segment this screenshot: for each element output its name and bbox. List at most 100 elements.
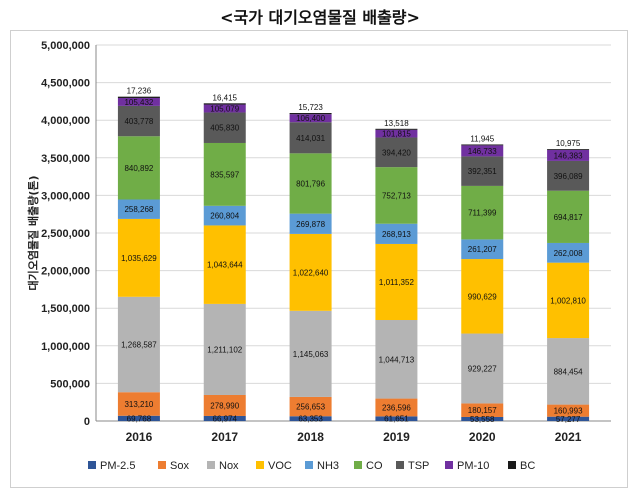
data-label: 990,629 [468,292,497,301]
data-label: 801,796 [296,179,325,188]
x-tick-label: 2020 [469,430,496,444]
bar-pm10-2019 [375,129,418,138]
data-label: 394,420 [382,148,411,157]
data-label: 258,268 [124,205,153,214]
bar-nox-2021 [547,338,590,405]
legend-swatch [158,461,166,469]
bar-tsp-2017 [203,112,246,143]
y-tick-label: 3,500,000 [41,153,90,165]
y-axis: 0 500,000 1,000,000 1,500,000 2,000,000 2,500… [41,40,97,428]
bar-voc-2019 [375,243,418,321]
bar-nox-2016 [117,296,160,393]
legend-swatch [305,461,313,469]
bar-pm10-2017 [203,104,246,113]
data-label: 261,207 [468,245,497,254]
bar-bc-2020 [461,144,504,146]
data-label: 752,713 [382,191,411,200]
data-label: 835,597 [210,170,239,179]
legend-label: VOC [268,460,292,472]
data-label: 403,778 [124,117,153,126]
data-label: 1,044,713 [379,355,415,364]
bar-co-2019 [375,167,418,224]
bar-co-2017 [203,142,246,206]
legend-label: TSP [408,460,429,472]
data-label: 262,008 [554,249,583,258]
y-tick-label: 4,500,000 [41,78,90,90]
data-label: 69,768 [127,414,152,423]
x-tick-label: 2016 [126,430,153,444]
bar-nh3-2017 [203,205,246,226]
bar-bc-2021 [547,149,590,150]
legend-label: Nox [219,460,239,472]
bar-nox-2017 [203,303,246,395]
x-tick-label: 2019 [383,430,410,444]
bar-pm25-2021 [547,416,590,421]
bar-bc-2019 [375,128,418,130]
bar-tsp-2018 [289,122,332,154]
legend-swatch [396,461,404,469]
data-label: 1,002,810 [550,296,586,305]
legend-swatch [88,461,96,469]
bar-nh3-2021 [547,242,590,263]
data-label: 278,990 [210,401,239,410]
legend: PM-2.5 Sox Nox VOC NH3 CO TSP PM-10 BC [88,460,535,472]
data-label: 17,236 [127,87,152,96]
bar-sox-2017 [203,394,246,416]
legend-swatch [256,461,264,469]
data-label: 256,653 [296,403,325,412]
data-label: 392,351 [468,167,497,176]
bar-voc-2016 [117,218,160,297]
y-tick-label: 2,000,000 [41,266,90,278]
bar-sox-2021 [547,404,590,417]
bar-sox-2019 [375,398,418,417]
data-label: 694,817 [554,213,583,222]
data-label: 840,892 [124,164,153,173]
data-label: 10,975 [556,139,581,148]
bar-pm10-2018 [289,114,332,123]
bar-pm25-2017 [203,415,246,421]
data-label: 711,399 [468,209,497,218]
bar-sox-2018 [289,396,332,417]
legend-label: PM-10 [457,460,489,472]
data-label: 16,415 [213,93,238,102]
bar-tsp-2019 [375,137,418,168]
data-label: 57,277 [556,415,581,424]
legend-label: CO [366,460,383,472]
data-label: 61,651 [384,415,409,424]
data-label: 66,974 [213,414,238,423]
chart-box: 69,768 313,210 1,268,587 1,035,629 258,268 84… [10,30,628,488]
chart-title: <국가 대기오염물질 배출량> [220,8,420,27]
bar-nh3-2018 [289,213,332,234]
gridlines [96,44,611,422]
y-tick-label: 2,500,000 [41,228,90,240]
data-label: 405,830 [210,124,239,133]
data-label: 1,211,102 [207,345,243,354]
y-tick-label: 5,000,000 [41,40,90,52]
data-label: 884,454 [554,367,583,376]
legend-label: PM-2.5 [100,460,135,472]
y-tick-label: 0 [84,416,90,428]
data-label: 269,878 [296,220,325,229]
y-tick-label: 1,000,000 [41,341,90,353]
bar-pm10-2016 [117,97,160,106]
bar-nh3-2020 [461,239,504,260]
bar-co-2016 [117,136,160,200]
bar-pm25-2020 [461,416,504,421]
y-tick-label: 1,500,000 [41,303,90,315]
stacked-bar-chart: 69,768 313,210 1,268,587 1,035,629 258,268 84… [26,40,611,472]
data-label: 105,432 [124,98,153,107]
bar-bc-2018 [289,113,332,115]
data-label: 106,400 [296,114,325,123]
x-tick-label: 2018 [297,430,324,444]
data-label: 1,035,629 [121,254,157,263]
data-label: 260,804 [210,212,239,221]
bar-tsp-2021 [547,160,590,191]
x-tick-label: 2021 [555,430,582,444]
bar-sox-2020 [461,403,504,417]
data-label: 160,993 [554,407,583,416]
data-label: 105,079 [210,105,239,114]
bar-voc-2018 [289,233,332,311]
y-tick-label: 500,000 [50,378,90,390]
y-tick-label: 3,000,000 [41,190,90,202]
